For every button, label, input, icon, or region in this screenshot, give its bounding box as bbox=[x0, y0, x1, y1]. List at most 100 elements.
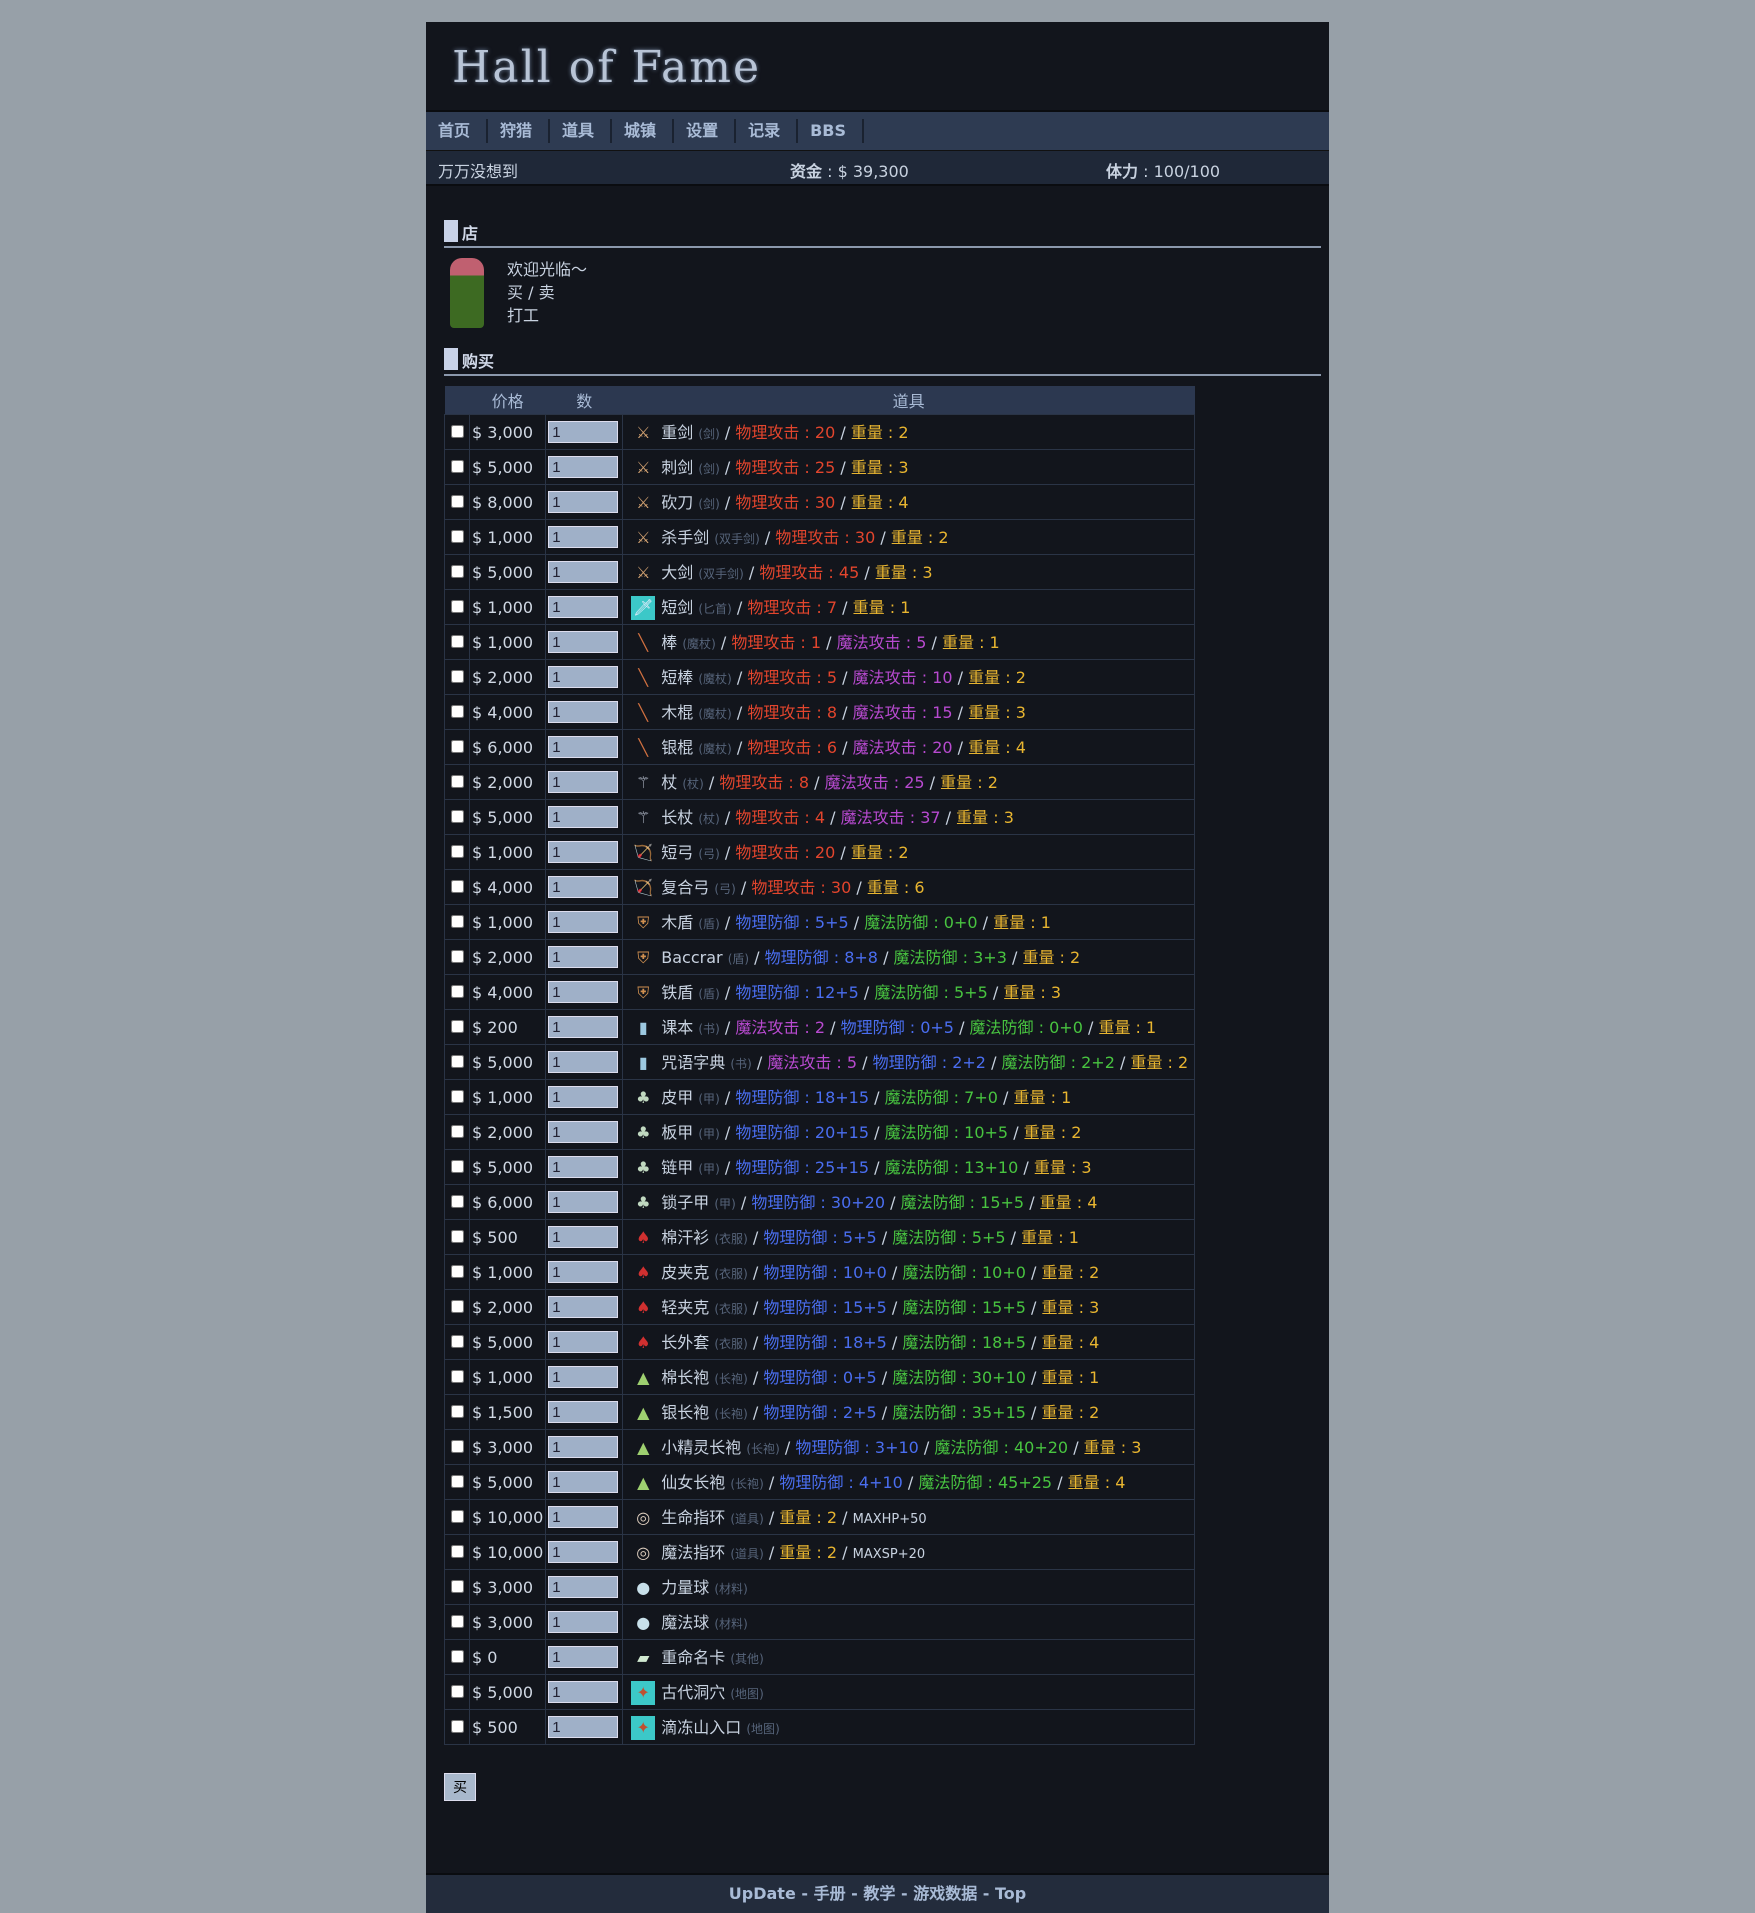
select-checkbox[interactable] bbox=[451, 915, 464, 928]
quantity-input[interactable] bbox=[548, 806, 619, 828]
select-checkbox[interactable] bbox=[451, 460, 464, 473]
select-checkbox[interactable] bbox=[451, 1720, 464, 1733]
select-checkbox[interactable] bbox=[451, 1335, 464, 1348]
select-checkbox[interactable] bbox=[451, 1545, 464, 1558]
select-checkbox[interactable] bbox=[451, 1125, 464, 1138]
footer-gamedata[interactable]: 游戏数据 bbox=[913, 1884, 978, 1903]
stat: 魔法攻击 : 20 bbox=[852, 737, 953, 757]
quantity-input[interactable] bbox=[548, 421, 619, 443]
select-checkbox[interactable] bbox=[451, 635, 464, 648]
select-checkbox[interactable] bbox=[451, 1685, 464, 1698]
select-checkbox[interactable] bbox=[451, 425, 464, 438]
select-checkbox[interactable] bbox=[451, 495, 464, 508]
buy-button[interactable]: 买 bbox=[444, 1773, 476, 1801]
select-checkbox[interactable] bbox=[451, 1440, 464, 1453]
select-checkbox[interactable] bbox=[451, 1475, 464, 1488]
select-checkbox[interactable] bbox=[451, 1370, 464, 1383]
select-checkbox[interactable] bbox=[451, 1615, 464, 1628]
quantity-input[interactable] bbox=[548, 736, 619, 758]
quantity-input[interactable] bbox=[548, 1471, 619, 1493]
select-checkbox[interactable] bbox=[451, 1160, 464, 1173]
select-checkbox[interactable] bbox=[451, 1580, 464, 1593]
nav-home[interactable]: 首页 bbox=[426, 119, 489, 143]
work-link[interactable]: 打工 bbox=[507, 306, 540, 325]
quantity-input[interactable] bbox=[548, 1086, 619, 1108]
nav-bbs[interactable]: BBS bbox=[798, 119, 865, 143]
nav-items[interactable]: 道具 bbox=[550, 119, 613, 143]
stat: 魔法防御 : 0+0 bbox=[969, 1017, 1083, 1037]
nav-settings[interactable]: 设置 bbox=[674, 119, 737, 143]
nav-records[interactable]: 记录 bbox=[736, 119, 799, 143]
book-icon: ▮ bbox=[638, 1053, 648, 1073]
quantity-input[interactable] bbox=[548, 1436, 619, 1458]
quantity-input[interactable] bbox=[548, 1016, 619, 1038]
quantity-input[interactable] bbox=[548, 771, 619, 793]
select-checkbox[interactable] bbox=[451, 775, 464, 788]
nav-town[interactable]: 城镇 bbox=[612, 119, 675, 143]
stat: 重量 : 4 bbox=[850, 492, 909, 512]
select-checkbox[interactable] bbox=[451, 1090, 464, 1103]
select-checkbox[interactable] bbox=[451, 845, 464, 858]
select-checkbox[interactable] bbox=[451, 670, 464, 683]
quantity-input[interactable] bbox=[548, 1261, 619, 1283]
quantity-input[interactable] bbox=[548, 1051, 619, 1073]
select-checkbox[interactable] bbox=[451, 1195, 464, 1208]
quantity-input[interactable] bbox=[548, 1296, 619, 1318]
quantity-input[interactable] bbox=[548, 1401, 619, 1423]
select-checkbox[interactable] bbox=[451, 600, 464, 613]
quantity-input[interactable] bbox=[548, 1611, 619, 1633]
select-checkbox[interactable] bbox=[451, 810, 464, 823]
select-checkbox[interactable] bbox=[451, 1300, 464, 1313]
select-checkbox[interactable] bbox=[451, 1020, 464, 1033]
select-checkbox[interactable] bbox=[451, 530, 464, 543]
item-name: 杖 bbox=[661, 772, 678, 792]
footer-update[interactable]: UpDate bbox=[728, 1884, 796, 1903]
quantity-input[interactable] bbox=[548, 1156, 619, 1178]
nav-hunt[interactable]: 狩猎 bbox=[488, 119, 551, 143]
select-checkbox[interactable] bbox=[451, 565, 464, 578]
quantity-input[interactable] bbox=[548, 491, 619, 513]
quantity-input[interactable] bbox=[548, 701, 619, 723]
select-checkbox[interactable] bbox=[451, 705, 464, 718]
select-checkbox[interactable] bbox=[451, 1510, 464, 1523]
quantity-input[interactable] bbox=[548, 1681, 619, 1703]
quantity-input[interactable] bbox=[548, 1646, 619, 1668]
quantity-input[interactable] bbox=[548, 666, 619, 688]
quantity-input[interactable] bbox=[548, 1121, 619, 1143]
quantity-input[interactable] bbox=[548, 631, 619, 653]
quantity-input[interactable] bbox=[548, 1506, 619, 1528]
quantity-input[interactable] bbox=[548, 596, 619, 618]
quantity-input[interactable] bbox=[548, 1226, 619, 1248]
footer-top[interactable]: Top bbox=[994, 1884, 1027, 1903]
quantity-input[interactable] bbox=[548, 1716, 619, 1738]
quantity-input[interactable] bbox=[548, 946, 619, 968]
select-checkbox[interactable] bbox=[451, 740, 464, 753]
select-checkbox[interactable] bbox=[451, 1650, 464, 1663]
select-checkbox[interactable] bbox=[451, 880, 464, 893]
quantity-input[interactable] bbox=[548, 456, 619, 478]
select-checkbox[interactable] bbox=[451, 1230, 464, 1243]
select-checkbox[interactable] bbox=[451, 950, 464, 963]
quantity-input[interactable] bbox=[548, 911, 619, 933]
quantity-input[interactable] bbox=[548, 1576, 619, 1598]
quantity-input[interactable] bbox=[548, 1331, 619, 1353]
item-name: 小精灵长袍 bbox=[661, 1437, 742, 1457]
quantity-input[interactable] bbox=[548, 1366, 619, 1388]
select-checkbox[interactable] bbox=[451, 985, 464, 998]
quantity-input[interactable] bbox=[548, 841, 619, 863]
quantity-input[interactable] bbox=[548, 1541, 619, 1563]
quantity-input[interactable] bbox=[548, 876, 619, 898]
quantity-input[interactable] bbox=[548, 561, 619, 583]
buy-sell-link[interactable]: 买 / 卖 bbox=[507, 283, 555, 302]
stat: 重量 : 3 bbox=[1083, 1437, 1142, 1457]
footer-manual[interactable]: 手册 bbox=[813, 1884, 846, 1903]
select-checkbox[interactable] bbox=[451, 1265, 464, 1278]
select-checkbox[interactable] bbox=[451, 1405, 464, 1418]
row-checkbox-cell bbox=[444, 659, 470, 695]
quantity-input[interactable] bbox=[548, 1191, 619, 1213]
stat: 魔法防御 : 5+5 bbox=[892, 1227, 1006, 1247]
select-checkbox[interactable] bbox=[451, 1055, 464, 1068]
quantity-input[interactable] bbox=[548, 981, 619, 1003]
quantity-input[interactable] bbox=[548, 526, 619, 548]
footer-tutorial[interactable]: 教学 bbox=[863, 1884, 896, 1903]
